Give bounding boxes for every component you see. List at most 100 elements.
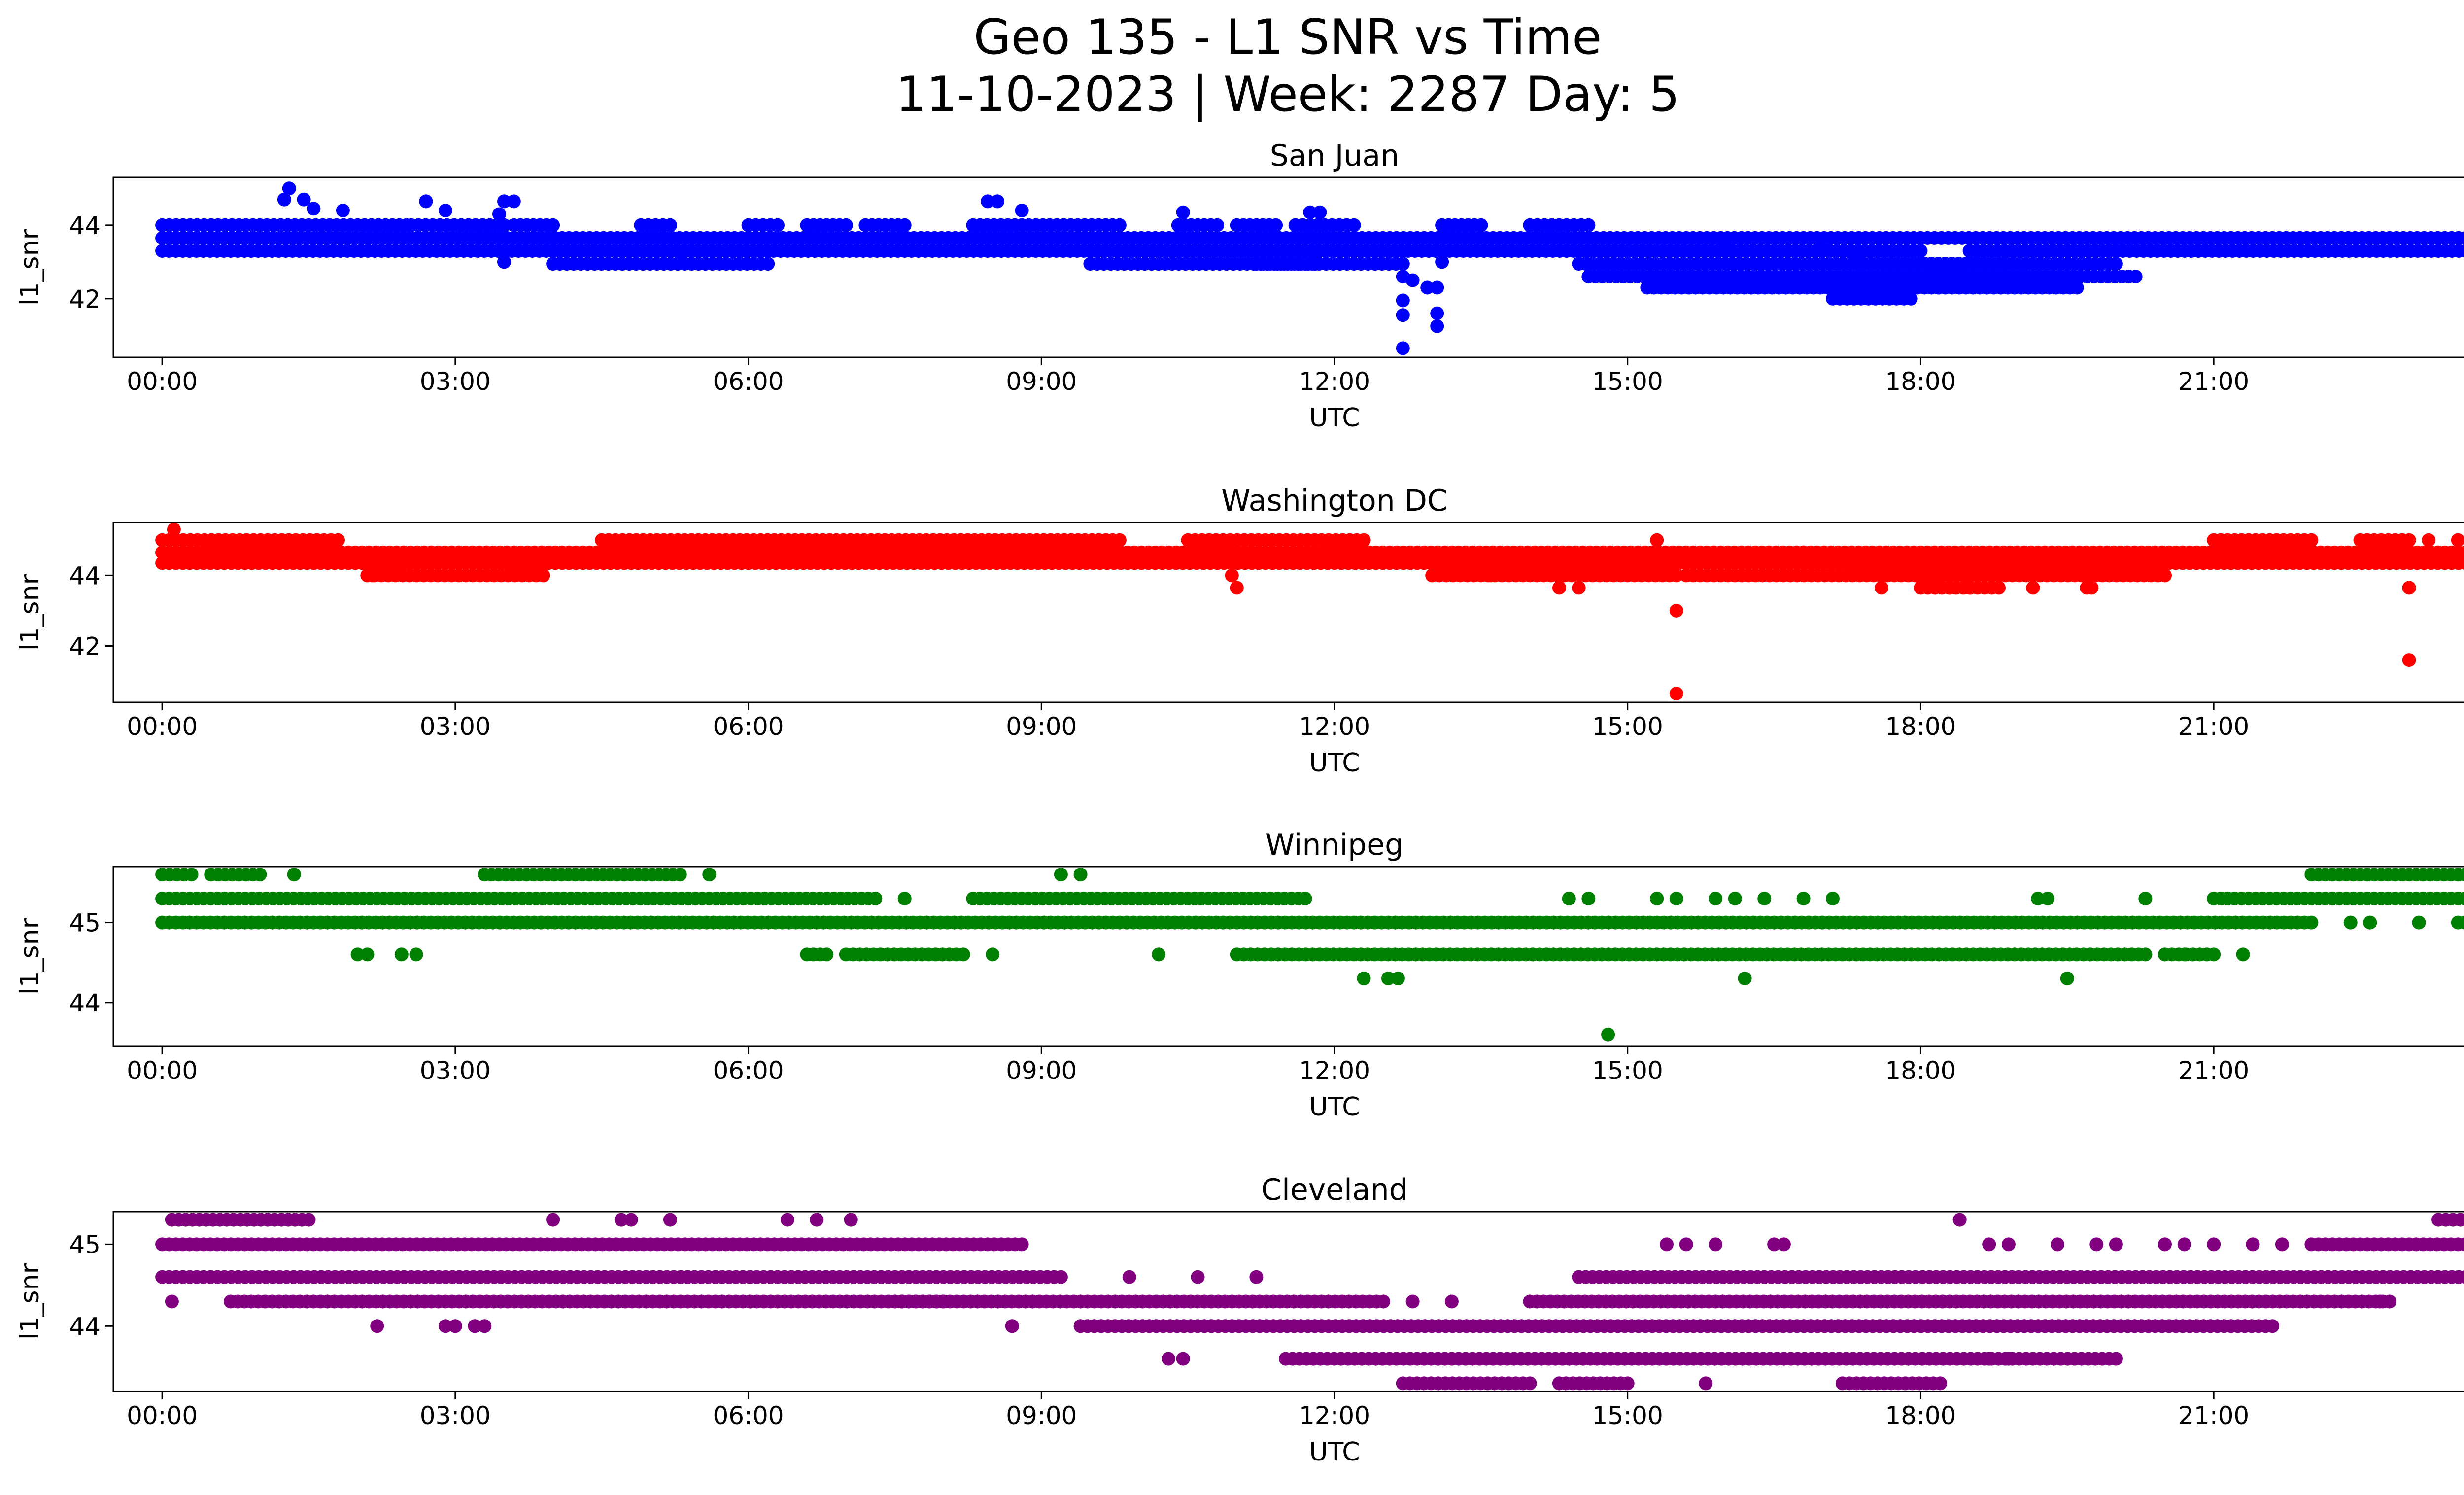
- figure-title-line1: Geo 135 - L1 SNR vs Time: [973, 9, 1602, 66]
- x-tick-label: 18:00: [1885, 1056, 1956, 1085]
- data-point: [331, 533, 345, 547]
- data-point: [1225, 568, 1239, 583]
- data-point: [981, 194, 995, 209]
- data-point: [448, 1319, 462, 1333]
- data-point: [1376, 1294, 1391, 1309]
- data-point: [2458, 868, 2464, 882]
- data-point: [2383, 1294, 2396, 1309]
- data-point: [1162, 1352, 1175, 1366]
- data-point: [2060, 972, 2074, 986]
- data-point: [1767, 1237, 1781, 1252]
- data-point: [1933, 1376, 1948, 1391]
- data-point: [1303, 205, 1317, 219]
- data-point: [2458, 1237, 2464, 1252]
- data-point: [1875, 581, 1889, 595]
- data-point: [897, 891, 912, 905]
- y-tick-label: 42: [69, 285, 101, 313]
- data-point: [2070, 280, 2084, 295]
- data-point: [2459, 1270, 2464, 1284]
- data-point: [1484, 568, 1498, 583]
- data-point: [2109, 257, 2123, 271]
- data-point: [336, 204, 350, 217]
- data-point: [2207, 947, 2221, 962]
- data-point: [1816, 242, 1830, 256]
- data-point: [497, 194, 511, 209]
- subplot-title: Washington DC: [1221, 484, 1448, 518]
- data-point: [1718, 242, 1732, 256]
- data-point: [2363, 915, 2377, 930]
- data-series: [155, 868, 2464, 1042]
- x-tick-label: 15:00: [1592, 712, 1663, 741]
- data-point: [2177, 1237, 2191, 1252]
- data-point: [780, 1213, 794, 1227]
- data-point: [2109, 1237, 2123, 1252]
- x-tick-label: 03:00: [420, 1401, 491, 1430]
- data-point: [1572, 581, 1586, 595]
- x-tick-label: 09:00: [1006, 1056, 1077, 1085]
- data-point: [2275, 1237, 2289, 1252]
- data-point: [2051, 1237, 2064, 1252]
- data-point: [1904, 291, 1918, 306]
- data-point: [1249, 1270, 1264, 1284]
- data-point: [663, 218, 677, 232]
- data-point: [1430, 280, 1444, 295]
- data-point: [1962, 581, 1977, 595]
- y-tick-label: 42: [69, 632, 101, 661]
- x-tick-label: 09:00: [1006, 367, 1077, 396]
- data-point: [165, 1294, 179, 1309]
- x-tick-label: 21:00: [2178, 1056, 2249, 1085]
- data-point: [302, 1213, 316, 1227]
- data-point: [1313, 205, 1327, 219]
- data-point: [1015, 204, 1029, 217]
- data-point: [1850, 255, 1864, 269]
- data-point: [439, 204, 452, 217]
- data-point: [478, 1319, 492, 1333]
- data-point: [1210, 218, 1225, 232]
- data-point: [350, 947, 365, 962]
- data-point: [1943, 581, 1957, 595]
- data-point: [409, 947, 423, 962]
- data-point: [282, 181, 296, 196]
- data-point: [2458, 546, 2464, 559]
- x-tick-label: 15:00: [1592, 367, 1663, 396]
- data-point: [702, 868, 717, 882]
- data-point: [370, 1319, 384, 1333]
- data-point: [820, 947, 834, 962]
- data-point: [1176, 1352, 1190, 1366]
- x-tick-label: 12:00: [1299, 367, 1370, 396]
- subplot: 00:00 03:00 06:00 09:00 12:00 15:00 18:00 21:00…: [15, 1173, 2464, 1467]
- x-tick-label: 00:00: [127, 367, 198, 396]
- data-point: [1347, 218, 1361, 232]
- data-point: [1777, 1237, 1791, 1252]
- data-point: [2451, 533, 2464, 547]
- data-point: [1914, 244, 1928, 258]
- data-point: [1669, 891, 1683, 905]
- data-point: [167, 522, 181, 537]
- data-point: [297, 192, 311, 207]
- data-point: [2373, 1294, 2387, 1309]
- data-point: [2138, 891, 2153, 905]
- x-tick-label: 12:00: [1299, 1401, 1370, 1430]
- y-axis-label: l1_snr: [15, 1263, 45, 1340]
- data-point: [624, 1213, 638, 1227]
- x-tick-label: 06:00: [713, 1056, 784, 1085]
- x-tick-label: 18:00: [1885, 1401, 1956, 1430]
- data-point: [546, 1213, 560, 1227]
- data-point: [1552, 1376, 1566, 1391]
- data-point: [419, 194, 433, 209]
- data-point: [2236, 947, 2250, 962]
- x-tick-label: 21:00: [2178, 367, 2249, 396]
- data-point: [1992, 581, 2006, 595]
- data-series: [155, 181, 2464, 355]
- data-point: [1269, 218, 1283, 232]
- data-point: [2458, 915, 2464, 930]
- data-point: [1474, 218, 1488, 232]
- data-point: [2138, 947, 2153, 962]
- data-point: [365, 568, 379, 583]
- x-axis-label: UTC: [1309, 1092, 1360, 1122]
- data-point: [1191, 1270, 1205, 1284]
- data-point: [2001, 1237, 2016, 1252]
- y-tick-label: 44: [69, 211, 101, 240]
- data-point: [1757, 891, 1772, 905]
- data-point: [1620, 1376, 1635, 1391]
